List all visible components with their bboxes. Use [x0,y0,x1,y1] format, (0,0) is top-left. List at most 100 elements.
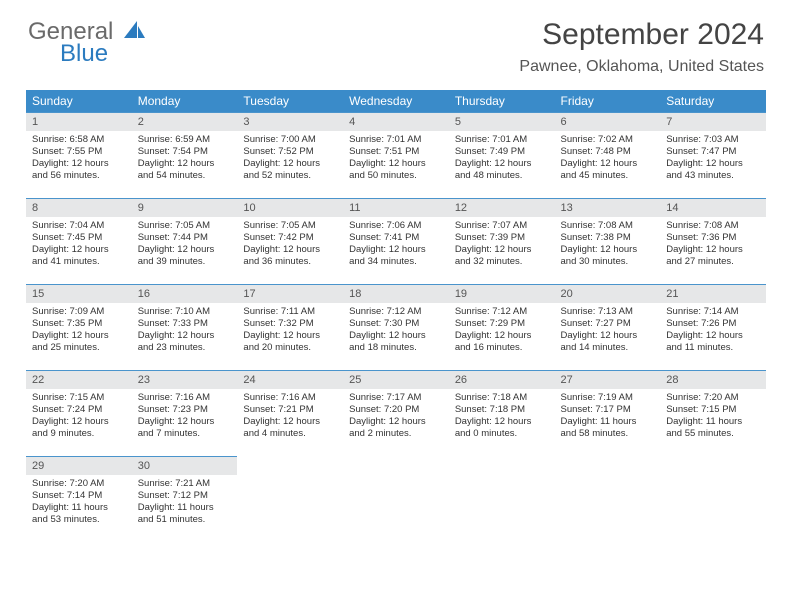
sunset-text: Sunset: 7:41 PM [349,232,443,244]
day-detail: Sunrise: 7:01 AMSunset: 7:49 PMDaylight:… [449,131,555,186]
daylight-text-2: and 20 minutes. [243,342,337,354]
daylight-text-2: and 34 minutes. [349,256,443,268]
day-number: 1 [26,113,132,131]
calendar-empty-cell [660,456,766,542]
sunrise-text: Sunrise: 7:14 AM [666,306,760,318]
calendar-week-row: 8Sunrise: 7:04 AMSunset: 7:45 PMDaylight… [26,198,766,284]
sunset-text: Sunset: 7:14 PM [32,490,126,502]
sunrise-text: Sunrise: 7:11 AM [243,306,337,318]
daylight-text-1: Daylight: 12 hours [561,244,655,256]
day-detail: Sunrise: 7:12 AMSunset: 7:30 PMDaylight:… [343,303,449,358]
sunrise-text: Sunrise: 7:18 AM [455,392,549,404]
sunrise-text: Sunrise: 7:17 AM [349,392,443,404]
day-detail: Sunrise: 6:59 AMSunset: 7:54 PMDaylight:… [132,131,238,186]
location-label: Pawnee, Oklahoma, United States [519,58,764,76]
weekday-header: Sunday [26,90,132,112]
daylight-text-2: and 48 minutes. [455,170,549,182]
sunset-text: Sunset: 7:20 PM [349,404,443,416]
sunrise-text: Sunrise: 7:04 AM [32,220,126,232]
sunrise-text: Sunrise: 7:15 AM [32,392,126,404]
daylight-text-2: and 36 minutes. [243,256,337,268]
day-detail: Sunrise: 7:10 AMSunset: 7:33 PMDaylight:… [132,303,238,358]
sunrise-text: Sunrise: 7:21 AM [138,478,232,490]
day-number: 6 [555,113,661,131]
sunrise-text: Sunrise: 7:12 AM [455,306,549,318]
sunrise-text: Sunrise: 6:58 AM [32,134,126,146]
daylight-text-2: and 45 minutes. [561,170,655,182]
day-detail: Sunrise: 7:15 AMSunset: 7:24 PMDaylight:… [26,389,132,444]
sunrise-text: Sunrise: 7:20 AM [32,478,126,490]
daylight-text-1: Daylight: 11 hours [138,502,232,514]
calendar-day-cell: 12Sunrise: 7:07 AMSunset: 7:39 PMDayligh… [449,198,555,284]
sunset-text: Sunset: 7:23 PM [138,404,232,416]
sunrise-text: Sunrise: 7:05 AM [138,220,232,232]
calendar-week-row: 22Sunrise: 7:15 AMSunset: 7:24 PMDayligh… [26,370,766,456]
sunrise-text: Sunrise: 6:59 AM [138,134,232,146]
logo: General Blue [28,18,146,74]
daylight-text-1: Daylight: 12 hours [138,330,232,342]
daylight-text-1: Daylight: 12 hours [243,158,337,170]
calendar-day-cell: 8Sunrise: 7:04 AMSunset: 7:45 PMDaylight… [26,198,132,284]
calendar-day-cell: 11Sunrise: 7:06 AMSunset: 7:41 PMDayligh… [343,198,449,284]
sunrise-text: Sunrise: 7:02 AM [561,134,655,146]
daylight-text-2: and 43 minutes. [666,170,760,182]
sunset-text: Sunset: 7:49 PM [455,146,549,158]
daylight-text-1: Daylight: 12 hours [455,244,549,256]
daylight-text-2: and 2 minutes. [349,428,443,440]
daylight-text-1: Daylight: 12 hours [243,416,337,428]
sunset-text: Sunset: 7:32 PM [243,318,337,330]
daylight-text-1: Daylight: 12 hours [666,244,760,256]
calendar-day-cell: 29Sunrise: 7:20 AMSunset: 7:14 PMDayligh… [26,456,132,542]
day-number: 11 [343,199,449,217]
calendar-day-cell: 17Sunrise: 7:11 AMSunset: 7:32 PMDayligh… [237,284,343,370]
day-detail: Sunrise: 7:03 AMSunset: 7:47 PMDaylight:… [660,131,766,186]
sunset-text: Sunset: 7:51 PM [349,146,443,158]
day-detail: Sunrise: 7:19 AMSunset: 7:17 PMDaylight:… [555,389,661,444]
daylight-text-1: Daylight: 12 hours [32,244,126,256]
daylight-text-2: and 50 minutes. [349,170,443,182]
sunset-text: Sunset: 7:35 PM [32,318,126,330]
daylight-text-2: and 23 minutes. [138,342,232,354]
day-number: 22 [26,371,132,389]
day-number: 7 [660,113,766,131]
daylight-text-2: and 54 minutes. [138,170,232,182]
sunset-text: Sunset: 7:38 PM [561,232,655,244]
daylight-text-1: Daylight: 12 hours [666,330,760,342]
daylight-text-2: and 4 minutes. [243,428,337,440]
calendar-empty-cell [555,456,661,542]
sunrise-text: Sunrise: 7:01 AM [349,134,443,146]
daylight-text-2: and 11 minutes. [666,342,760,354]
day-number: 9 [132,199,238,217]
daylight-text-1: Daylight: 12 hours [561,158,655,170]
day-detail: Sunrise: 7:20 AMSunset: 7:14 PMDaylight:… [26,475,132,530]
calendar-empty-cell [449,456,555,542]
calendar-day-cell: 19Sunrise: 7:12 AMSunset: 7:29 PMDayligh… [449,284,555,370]
sunrise-text: Sunrise: 7:20 AM [666,392,760,404]
daylight-text-1: Daylight: 12 hours [455,158,549,170]
sunset-text: Sunset: 7:26 PM [666,318,760,330]
day-detail: Sunrise: 7:20 AMSunset: 7:15 PMDaylight:… [660,389,766,444]
calendar-day-cell: 25 Sunrise: 7:17 AMSunset: 7:20 PMDayligh… [343,370,449,456]
daylight-text-2: and 55 minutes. [666,428,760,440]
day-number: 8 [26,199,132,217]
day-detail: Sunrise: 6:58 AMSunset: 7:55 PMDaylight:… [26,131,132,186]
daylight-text-1: Daylight: 11 hours [561,416,655,428]
day-number: 25 [343,371,449,389]
sunrise-text: Sunrise: 7:16 AM [138,392,232,404]
sunset-text: Sunset: 7:55 PM [32,146,126,158]
calendar-day-cell: 4Sunrise: 7:01 AMSunset: 7:51 PMDaylight… [343,112,449,198]
sunrise-text: Sunrise: 7:07 AM [455,220,549,232]
daylight-text-1: Daylight: 12 hours [138,158,232,170]
day-detail: Sunrise: 7:01 AMSunset: 7:51 PMDaylight:… [343,131,449,186]
sunrise-text: Sunrise: 7:06 AM [349,220,443,232]
month-title: September 2024 [519,18,764,52]
daylight-text-1: Daylight: 12 hours [349,416,443,428]
day-number: 24 [237,371,343,389]
day-detail: Sunrise: 7:14 AMSunset: 7:26 PMDaylight:… [660,303,766,358]
daylight-text-2: and 41 minutes. [32,256,126,268]
daylight-text-1: Daylight: 12 hours [243,330,337,342]
daylight-text-1: Daylight: 12 hours [455,416,549,428]
calendar-day-cell: 21Sunrise: 7:14 AMSunset: 7:26 PMDayligh… [660,284,766,370]
day-number: 15 [26,285,132,303]
sunset-text: Sunset: 7:44 PM [138,232,232,244]
